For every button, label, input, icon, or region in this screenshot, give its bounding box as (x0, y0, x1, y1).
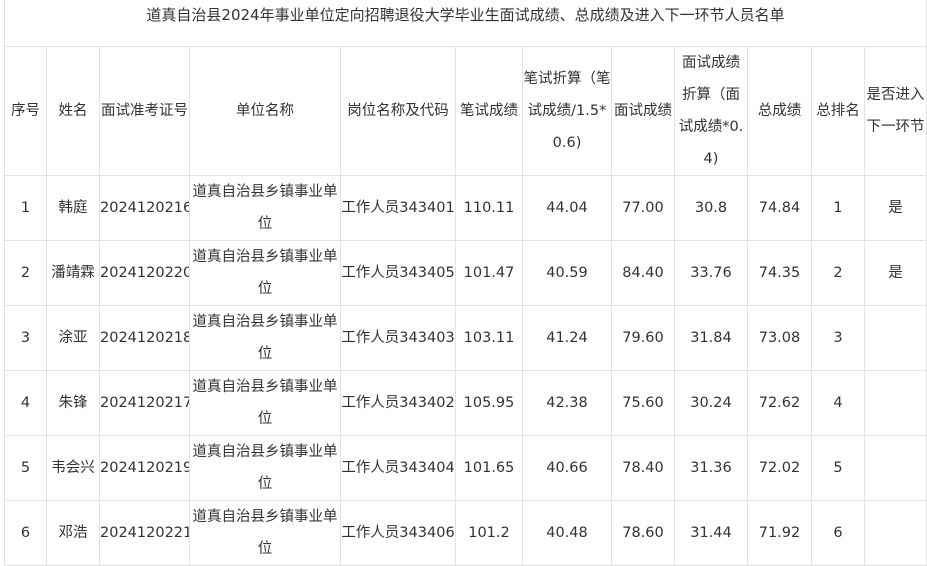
cell-name: 韦会兴 (46, 435, 100, 501)
cell-written: 110.11 (455, 175, 523, 241)
cell-unit: 道真自治县乡镇事业单位 (189, 500, 341, 566)
cell-seq: 5 (4, 435, 47, 501)
cell-ticket: 2024120219 (99, 435, 190, 501)
header-written-converted: 笔试折算（笔试成绩/1.5*0.6) (522, 46, 612, 176)
cell-advance: 是 (864, 240, 927, 306)
cell-position: 工作人员343403 (340, 305, 456, 371)
cell-unit: 道真自治县乡镇事业单位 (189, 175, 341, 241)
cell-interview-converted: 31.44 (674, 500, 748, 566)
header-row: 序号 姓名 面试准考证号 单位名称 岗位名称及代码 笔试成绩 笔试折算（笔试成绩/1.5*0… (4, 46, 927, 176)
cell-seq: 6 (4, 500, 47, 566)
header-total: 总成绩 (747, 46, 812, 176)
header-advance: 是否进入下一环节 (864, 46, 927, 176)
header-position: 岗位名称及代码 (340, 46, 456, 176)
cell-name: 邓浩 (46, 500, 100, 566)
table-row: 5 韦会兴 2024120219 道真自治县乡镇事业单位 工作人员343404 101.6… (4, 435, 927, 501)
cell-interview-converted: 30.24 (674, 370, 748, 436)
cell-written: 101.2 (455, 500, 523, 566)
cell-rank: 1 (811, 175, 865, 241)
cell-written-converted: 41.24 (522, 305, 612, 371)
cell-position: 工作人员343405 (340, 240, 456, 306)
cell-name: 韩庭 (46, 175, 100, 241)
cell-written-converted: 42.38 (522, 370, 612, 436)
table-row: 6 邓浩 2024120221 道真自治县乡镇事业单位 工作人员343406 101.2 4… (4, 500, 927, 566)
cell-seq: 4 (4, 370, 47, 436)
table-title: 道真自治县2024年事业单位定向招聘退役大学毕业生面试成绩、总成绩及进入下一环节… (4, 0, 927, 47)
results-table: 道真自治县2024年事业单位定向招聘退役大学毕业生面试成绩、总成绩及进入下一环节… (4, 0, 927, 566)
header-rank: 总排名 (811, 46, 865, 176)
cell-name: 涂亚 (46, 305, 100, 371)
cell-interview-converted: 31.84 (674, 305, 748, 371)
table-row: 3 涂亚 2024120218 道真自治县乡镇事业单位 工作人员343403 103.11… (4, 305, 927, 371)
cell-rank: 2 (811, 240, 865, 306)
cell-rank: 5 (811, 435, 865, 501)
cell-advance (864, 305, 927, 371)
header-written: 笔试成绩 (455, 46, 523, 176)
cell-interview-converted: 30.8 (674, 175, 748, 241)
cell-ticket: 2024120217 (99, 370, 190, 436)
table-row: 2 潘靖霖 2024120220 道真自治县乡镇事业单位 工作人员343405 101.4… (4, 240, 927, 306)
cell-seq: 3 (4, 305, 47, 371)
header-name: 姓名 (46, 46, 100, 176)
cell-rank: 6 (811, 500, 865, 566)
cell-interview: 84.40 (611, 240, 675, 306)
cell-written-converted: 40.66 (522, 435, 612, 501)
cell-advance (864, 370, 927, 436)
cell-unit: 道真自治县乡镇事业单位 (189, 435, 341, 501)
cell-interview-converted: 31.36 (674, 435, 748, 501)
header-interview: 面试成绩 (611, 46, 675, 176)
cell-position: 工作人员343402 (340, 370, 456, 436)
cell-written: 101.47 (455, 240, 523, 306)
cell-position: 工作人员343406 (340, 500, 456, 566)
cell-advance: 是 (864, 175, 927, 241)
cell-total: 74.84 (747, 175, 812, 241)
cell-interview-converted: 33.76 (674, 240, 748, 306)
cell-advance (864, 500, 927, 566)
cell-ticket: 2024120220 (99, 240, 190, 306)
cell-advance (864, 435, 927, 501)
cell-rank: 4 (811, 370, 865, 436)
cell-unit: 道真自治县乡镇事业单位 (189, 370, 341, 436)
cell-ticket: 2024120221 (99, 500, 190, 566)
cell-written: 105.95 (455, 370, 523, 436)
cell-total: 72.62 (747, 370, 812, 436)
cell-rank: 3 (811, 305, 865, 371)
cell-total: 73.08 (747, 305, 812, 371)
table-row: 4 朱锋 2024120217 道真自治县乡镇事业单位 工作人员343402 105.95… (4, 370, 927, 436)
cell-written-converted: 40.59 (522, 240, 612, 306)
header-interview-converted: 面试成绩折算（面试成绩*0.4) (674, 46, 748, 176)
header-ticket: 面试准考证号 (99, 46, 190, 176)
table-row: 1 韩庭 2024120216 道真自治县乡镇事业单位 工作人员343401 110.11… (4, 175, 927, 241)
cell-total: 72.02 (747, 435, 812, 501)
cell-name: 潘靖霖 (46, 240, 100, 306)
cell-seq: 2 (4, 240, 47, 306)
cell-ticket: 2024120218 (99, 305, 190, 371)
cell-seq: 1 (4, 175, 47, 241)
cell-interview: 79.60 (611, 305, 675, 371)
cell-name: 朱锋 (46, 370, 100, 436)
cell-ticket: 2024120216 (99, 175, 190, 241)
cell-position: 工作人员343404 (340, 435, 456, 501)
cell-unit: 道真自治县乡镇事业单位 (189, 240, 341, 306)
cell-interview: 75.60 (611, 370, 675, 436)
cell-interview: 78.40 (611, 435, 675, 501)
cell-written-converted: 40.48 (522, 500, 612, 566)
cell-interview: 78.60 (611, 500, 675, 566)
header-unit: 单位名称 (189, 46, 341, 176)
header-seq: 序号 (4, 46, 47, 176)
cell-written-converted: 44.04 (522, 175, 612, 241)
cell-written: 103.11 (455, 305, 523, 371)
cell-interview: 77.00 (611, 175, 675, 241)
cell-total: 74.35 (747, 240, 812, 306)
cell-position: 工作人员343401 (340, 175, 456, 241)
cell-unit: 道真自治县乡镇事业单位 (189, 305, 341, 371)
cell-total: 71.92 (747, 500, 812, 566)
cell-written: 101.65 (455, 435, 523, 501)
